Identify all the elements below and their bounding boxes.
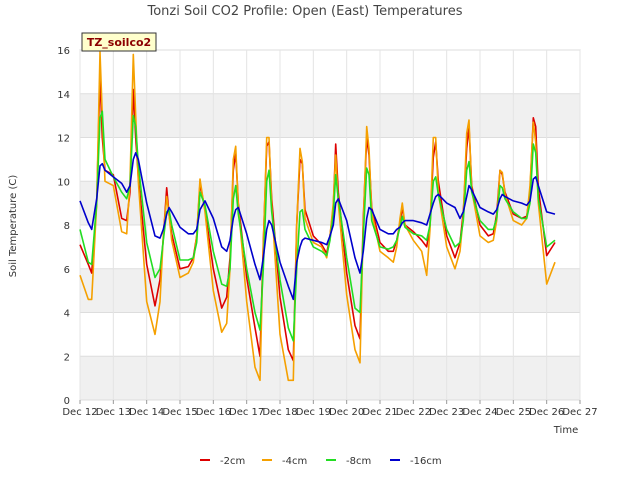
y-tick-label: 10: [57, 177, 70, 188]
x-tick-label: Dec 26: [529, 407, 564, 418]
series-line-minus8cm: [79, 110, 556, 342]
x-tick-label: Dec 23: [429, 407, 464, 418]
y-axis-label: Soil Temperature (C): [8, 175, 19, 278]
x-axis-label: Time: [553, 425, 578, 436]
y-tick-label: 16: [57, 46, 70, 57]
y-tick-label: 4: [64, 309, 70, 320]
series-line-minus16cm: [79, 152, 556, 301]
site-label-background: [81, 32, 157, 52]
x-tick-label: Dec 13: [96, 407, 131, 418]
chart-title: Tonzi Soil CO2 Profile: Open (East) Temp…: [146, 4, 462, 19]
site-label: TZ_soilco2: [87, 36, 151, 49]
site-label-box: TZ_soilco2: [81, 32, 157, 52]
x-tick-label: Dec 22: [396, 407, 431, 418]
x-tick-label: Dec 12: [62, 407, 97, 418]
x-tick-label: Dec 24: [462, 407, 497, 418]
x-tick-label: Dec 25: [496, 407, 531, 418]
grid-band: [80, 356, 580, 400]
x-tick-label: Dec 18: [262, 407, 297, 418]
y-tick-label: 6: [64, 265, 70, 276]
y-tick-label: 14: [57, 90, 70, 101]
series-lines: [79, 51, 556, 382]
y-tick-label: 8: [64, 221, 70, 232]
legend-label: -4cm: [282, 456, 307, 467]
legend-label: -8cm: [346, 456, 371, 467]
y-tick-label: 0: [64, 396, 70, 407]
x-tick-label: Dec 27: [562, 407, 597, 418]
x-tick-label: Dec 16: [196, 407, 231, 418]
legend-label: -2cm: [220, 456, 245, 467]
legend: -2cm -4cm -8cm -16cm: [200, 456, 442, 467]
y-tick-label: 2: [64, 352, 70, 363]
x-tick-label: Dec 19: [296, 407, 331, 418]
y-axis-ticks: 0 2 4 6 8 10 12 14 16: [57, 46, 70, 407]
grid-band: [80, 268, 580, 313]
x-tick-label: Dec 15: [162, 407, 197, 418]
x-tick-label: Dec 21: [362, 407, 397, 418]
x-tick-label: Dec 17: [229, 407, 264, 418]
y-tick-label: 12: [57, 134, 70, 145]
legend-label: -16cm: [410, 456, 442, 467]
series-line-minus4cm: [79, 51, 556, 382]
grid-band: [80, 93, 580, 138]
x-tick-label: Dec 14: [129, 407, 164, 418]
x-tick-label: Dec 20: [329, 407, 364, 418]
